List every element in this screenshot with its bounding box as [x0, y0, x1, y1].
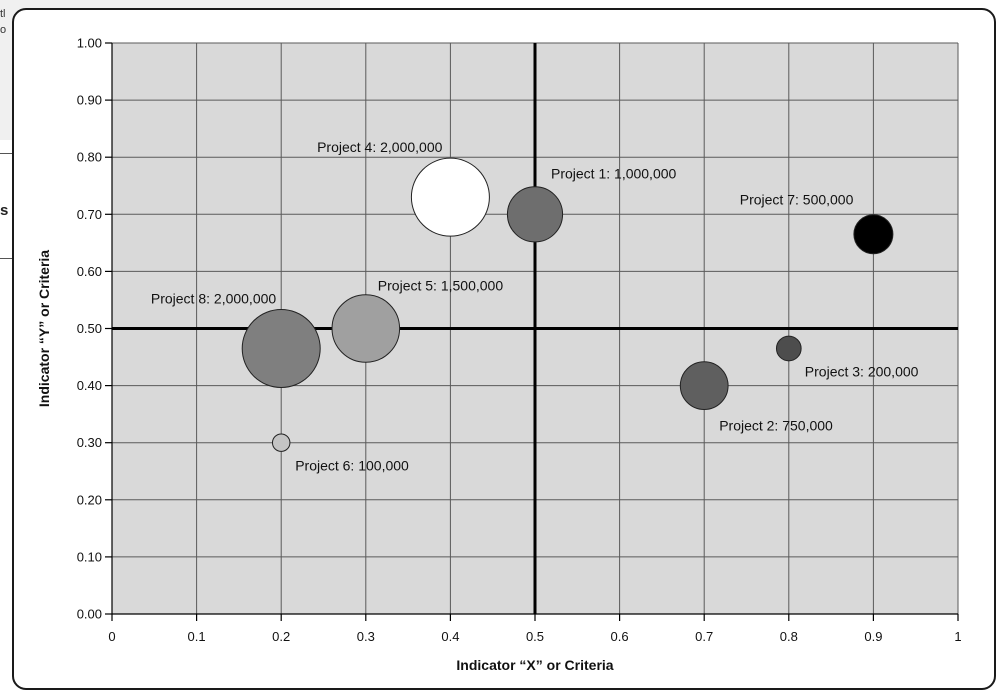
- bubble-label: Project 7: 500,000: [740, 191, 854, 207]
- fragment-text-line: tl: [0, 8, 6, 20]
- bubble-label: Project 1: 1,000,000: [551, 165, 677, 181]
- x-tick-label: 0.2: [272, 629, 290, 644]
- y-tick-label: 0.70: [77, 207, 102, 222]
- bubble-project-3: [775, 335, 802, 362]
- axes: [105, 42, 959, 621]
- fragment-rule: [0, 258, 14, 259]
- bubble-label: Project 3: 200,000: [805, 363, 919, 379]
- bubble-labels: Project 1: 1,000,000 Project 2: 750,000 Pr…: [151, 139, 919, 474]
- x-tick-label: 0.3: [357, 629, 375, 644]
- bubble-project-4: [410, 157, 490, 237]
- bubble-project-5: [331, 294, 401, 363]
- x-tick-label: 0.1: [188, 629, 206, 644]
- y-tick-label: 1.00: [77, 36, 102, 51]
- y-axis-title: Indicator “Y” or Criteria: [36, 250, 52, 407]
- bubble-label: Project 2: 750,000: [719, 418, 833, 434]
- x-tick-labels: 0 0.1 0.2 0.3 0.4 0.5 0.6 0.7 0.8 0.9 1: [108, 629, 961, 644]
- bubble-label: Project 4: 2,000,000: [317, 139, 443, 155]
- y-tick-label: 0.00: [77, 607, 102, 622]
- x-tick-label: 0.6: [611, 629, 629, 644]
- fragment-rule: [0, 153, 14, 154]
- bubble-project-7: [853, 214, 894, 255]
- bubble-project-2: [679, 361, 729, 410]
- bubble-project-1: [506, 186, 564, 243]
- y-tick-label: 0.10: [77, 549, 102, 564]
- y-tick-label: 0.60: [77, 264, 102, 279]
- bubble-label: Project 8: 2,000,000: [151, 290, 277, 306]
- y-tick-label: 0.50: [77, 321, 102, 336]
- bubble-project-8: [241, 308, 321, 388]
- x-tick-label: 0.9: [864, 629, 882, 644]
- x-axis-title: Indicator “X” or Criteria: [456, 657, 613, 673]
- x-tick-label: 0.7: [695, 629, 713, 644]
- bubble-label: Project 6: 100,000: [295, 458, 409, 474]
- y-tick-label: 0.90: [77, 93, 102, 108]
- fragment-letter: s: [0, 202, 9, 219]
- y-tick-label: 0.30: [77, 435, 102, 450]
- x-tick-label: 0: [108, 629, 115, 644]
- bubble-label: Project 5: 1,500,000: [378, 278, 504, 294]
- y-tick-labels: 0.00 0.10 0.20 0.30 0.40 0.50 0.60 0.70 0.80 0.90…: [77, 36, 102, 622]
- bubbles: [241, 157, 894, 452]
- fragment-text-line: o: [0, 24, 7, 36]
- x-tick-label: 0.5: [526, 629, 544, 644]
- bubble-project-6: [271, 433, 291, 452]
- y-tick-label: 0.20: [77, 492, 102, 507]
- x-tick-label: 0.8: [780, 629, 798, 644]
- y-tick-label: 0.40: [77, 378, 102, 393]
- y-tick-label: 0.80: [77, 150, 102, 165]
- x-tick-label: 1: [954, 629, 961, 644]
- x-tick-label: 0.4: [441, 629, 459, 644]
